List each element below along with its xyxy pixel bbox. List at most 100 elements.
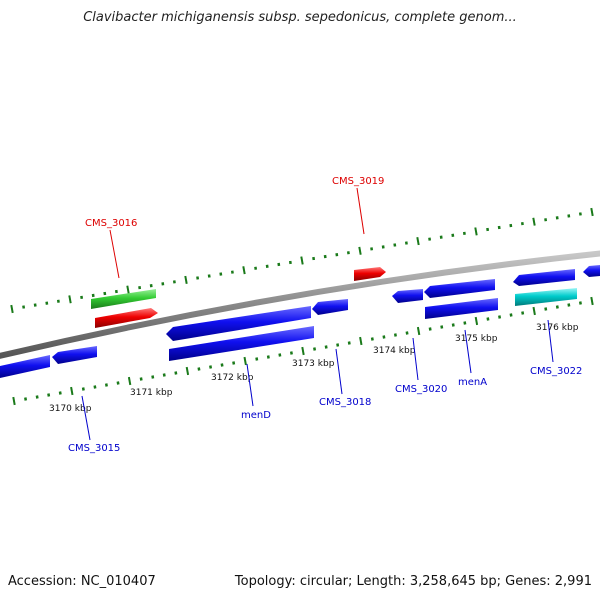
minor-tick: [440, 325, 444, 329]
gene-feature-blue[interactable]: [583, 265, 600, 277]
major-tick: [416, 326, 421, 336]
major-tick: [590, 207, 594, 217]
minor-tick: [393, 333, 397, 337]
gene-label-cms-3022[interactable]: CMS_3022: [530, 366, 582, 377]
label-leader-line: [335, 348, 343, 395]
major-tick: [590, 296, 594, 306]
scale-label: 3174 kbp: [373, 346, 416, 356]
gene-feature-blue[interactable]: [166, 306, 311, 341]
reverse-gene-labels: CMS_3015 menD CMS_3018 CMS_3020 menA CMS…: [68, 319, 582, 454]
major-tick: [416, 237, 420, 246]
gene-feature-blue[interactable]: [424, 279, 495, 298]
minor-tick: [93, 385, 97, 389]
major-tick: [126, 285, 130, 294]
scale-labels: 3170 kbp 3171 kbp 3172 kbp 3173 kbp 3174…: [49, 323, 579, 414]
scale-label: 3171 kbp: [130, 388, 173, 398]
minor-tick: [220, 363, 224, 367]
tick-row-reverse: [12, 296, 594, 406]
scale-label: 3170 kbp: [49, 404, 92, 414]
minor-tick: [509, 313, 513, 317]
tick-row-forward: [10, 207, 594, 314]
gene-label-mend[interactable]: menD: [241, 410, 271, 421]
minor-tick: [544, 307, 548, 311]
minor-tick: [324, 345, 328, 349]
label-leader-line: [109, 229, 120, 279]
gene-feature-cyan[interactable]: [515, 288, 577, 306]
gene-feature-blue[interactable]: [513, 269, 575, 286]
major-tick: [10, 304, 14, 314]
minor-tick: [162, 373, 166, 377]
minor-tick: [81, 387, 85, 391]
minor-tick: [255, 357, 259, 361]
minor-tick: [486, 317, 490, 321]
gene-feature-blue[interactable]: [169, 326, 314, 361]
major-tick: [474, 316, 479, 326]
gene-feature-blue[interactable]: [392, 289, 423, 303]
minor-tick: [370, 337, 374, 341]
minor-tick: [289, 351, 293, 355]
major-tick: [12, 396, 16, 406]
minor-tick: [209, 365, 213, 369]
minor-tick: [266, 355, 270, 359]
minor-tick: [347, 341, 351, 345]
minor-tick: [521, 311, 525, 315]
scale-label: 3173 kbp: [292, 359, 335, 369]
reverse-genes-lane-1: [0, 265, 600, 378]
minor-tick: [428, 327, 432, 331]
minor-tick: [382, 335, 386, 339]
minor-tick: [151, 375, 155, 379]
major-tick: [474, 227, 478, 236]
label-leader-line: [464, 329, 472, 374]
gene-label-cms-3016[interactable]: CMS_3016: [85, 218, 137, 229]
minor-tick: [498, 315, 502, 319]
gene-feature-red[interactable]: [354, 267, 386, 281]
reverse-genes-lane-2: [169, 288, 577, 361]
minor-tick: [58, 391, 62, 395]
minor-tick: [567, 303, 571, 307]
major-tick: [532, 217, 536, 226]
gene-feature-blue[interactable]: [425, 298, 498, 319]
genome-summary-text: Topology: circular; Length: 3,258,645 bp…: [234, 574, 592, 589]
minor-tick: [35, 395, 39, 399]
scale-label: 3175 kbp: [455, 334, 498, 344]
minor-tick: [104, 383, 108, 387]
label-leader-line: [81, 395, 91, 441]
minor-tick: [578, 301, 582, 305]
major-tick: [359, 336, 363, 346]
accession-text: Accession: NC_010407: [8, 574, 156, 589]
map-title: Clavibacter michiganensis subsp. sepedon…: [83, 10, 517, 25]
gene-feature-blue[interactable]: [0, 355, 50, 378]
major-tick: [127, 376, 132, 386]
minor-tick: [24, 397, 28, 401]
gene-feature-blue[interactable]: [312, 299, 348, 315]
label-leader-line: [356, 187, 365, 235]
gene-feature-red[interactable]: [95, 308, 158, 328]
scale-label: 3176 kbp: [536, 323, 579, 333]
minor-tick: [451, 323, 455, 327]
gene-label-cms-3019[interactable]: CMS_3019: [332, 176, 384, 187]
forward-gene-labels: CMS_3016 CMS_3019: [85, 176, 384, 279]
label-leader-line: [547, 319, 554, 363]
major-tick: [300, 256, 304, 265]
gene-label-mena[interactable]: menA: [458, 377, 487, 388]
minor-tick: [116, 381, 120, 385]
gene-feature-blue[interactable]: [52, 346, 97, 364]
minor-tick: [232, 361, 236, 365]
minor-tick: [405, 331, 409, 335]
label-leader-line: [246, 363, 254, 407]
major-tick: [185, 366, 190, 376]
minor-tick: [555, 305, 559, 309]
minor-tick: [47, 393, 51, 397]
gene-label-cms-3015[interactable]: CMS_3015: [68, 443, 120, 454]
gene-label-cms-3018[interactable]: CMS_3018: [319, 397, 371, 408]
minor-tick: [139, 377, 143, 381]
scale-label: 3172 kbp: [211, 373, 254, 383]
minor-tick: [336, 343, 340, 347]
major-tick: [358, 246, 362, 255]
gene-label-cms-3020[interactable]: CMS_3020: [395, 384, 447, 395]
gene-feature-green[interactable]: [91, 289, 156, 309]
major-tick: [243, 356, 247, 366]
major-tick: [68, 295, 72, 304]
genome-backbone: [0, 250, 600, 359]
